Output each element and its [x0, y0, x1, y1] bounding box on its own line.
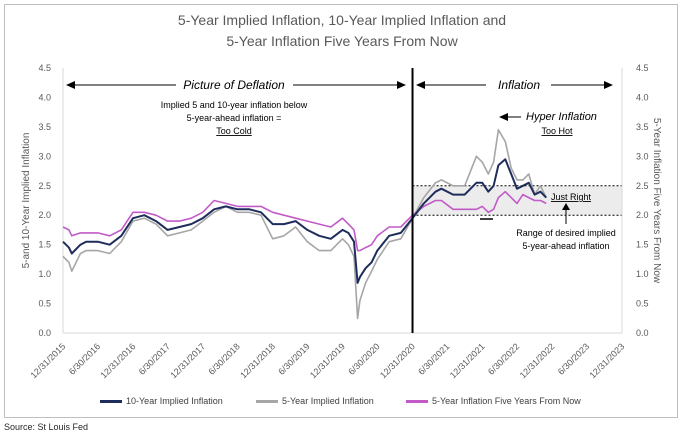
deflation-note-line2: 5-year-ahead inflation = — [187, 113, 282, 123]
x-tick-label: 6/30/2018 — [206, 341, 241, 376]
x-tick-label: 6/30/2021 — [416, 341, 451, 376]
legend-label-fwd: 5-Year Inflation Five Years From Now — [432, 396, 581, 406]
x-tick-label: 6/30/2020 — [346, 341, 381, 376]
range-arrowhead — [562, 203, 570, 210]
y-axis-title-right: 5-Year Inflation Five Years From Now — [651, 118, 662, 284]
series-line-0 — [62, 158, 547, 284]
range-note-line1: Range of desired implied — [516, 228, 616, 238]
source-note: Source: St Louis Fed — [4, 422, 89, 432]
y-tick-label-left: 3.0 — [38, 151, 51, 161]
series-line-2 — [62, 190, 547, 252]
legend-swatch-5yr — [256, 399, 278, 403]
legend-label-10yr: 10-Year Implied Inflation — [126, 396, 223, 406]
y-tick-label-left: 2.0 — [38, 210, 51, 220]
x-tick-label: 6/30/2023 — [556, 341, 591, 376]
y-tick-label-right: 3.5 — [636, 122, 649, 132]
x-tick-label: 12/31/2018 — [238, 341, 277, 380]
chart-legend: 10-Year Implied Inflation 5-Year Implied… — [0, 396, 684, 410]
range-note-line2: 5-year-ahead inflation — [522, 241, 609, 251]
y-tick-label-right: 0.0 — [636, 328, 649, 338]
y-tick-label-right: 1.0 — [636, 269, 649, 279]
x-tick-label: 12/31/2019 — [308, 341, 347, 380]
y-tick-label-left: 0.5 — [38, 299, 51, 309]
inflation-arrowhead-left — [416, 81, 425, 89]
x-tick-label: 6/30/2017 — [137, 341, 172, 376]
x-tick-label: 6/30/2016 — [67, 341, 102, 376]
hyper-arrowhead — [499, 113, 508, 121]
legend-swatch-fwd — [406, 399, 428, 403]
y-tick-label-left: 0.0 — [38, 328, 51, 338]
x-tick-label: 12/31/2017 — [168, 341, 207, 380]
legend-item-fwd: 5-Year Inflation Five Years From Now — [406, 396, 581, 406]
y-tick-label-left: 4.5 — [38, 63, 51, 73]
y-tick-label-right: 2.5 — [636, 181, 649, 191]
legend-item-5yr: 5-Year Implied Inflation — [256, 396, 374, 406]
too-cold-label: Too Cold — [216, 126, 252, 136]
y-tick-label-left: 3.5 — [38, 122, 51, 132]
chart-frame — [4, 4, 678, 418]
x-tick-label: 12/31/2023 — [587, 341, 626, 380]
y-tick-label-right: 0.5 — [636, 299, 649, 309]
y-tick-label-right: 4.5 — [636, 63, 649, 73]
chart-title: 5-Year Implied Inflation, 10-Year Implie… — [0, 10, 684, 52]
deflation-note-line1: Implied 5 and 10-year inflation below — [161, 100, 308, 110]
x-tick-label: 6/30/2019 — [276, 341, 311, 376]
just-right-label: Just Right — [551, 192, 592, 202]
inflation-arrowhead-right — [604, 81, 613, 89]
legend-item-10yr: 10-Year Implied Inflation — [100, 396, 223, 406]
deflation-arrowhead-right — [397, 81, 406, 89]
chart-title-line1: 5-Year Implied Inflation, 10-Year Implie… — [177, 12, 507, 28]
y-tick-label-right: 2.0 — [636, 210, 649, 220]
legend-swatch-10yr — [100, 399, 122, 403]
x-tick-label: 12/31/2016 — [99, 341, 138, 380]
series-line-1 — [62, 129, 547, 320]
deflation-label: Picture of Deflation — [183, 78, 285, 92]
hyper-inflation-label: Hyper Inflation — [526, 111, 597, 123]
inflation-label: Inflation — [498, 78, 540, 92]
x-tick-label: 12/31/2021 — [448, 341, 487, 380]
x-tick-label: 12/31/2015 — [28, 341, 67, 380]
too-hot-label: Too Hot — [541, 126, 573, 136]
y-tick-label-right: 1.5 — [636, 240, 649, 250]
y-axis-title-left: 5-and 10-Year Implied Inflation — [21, 133, 32, 269]
y-tick-label-right: 4.0 — [636, 92, 649, 102]
y-tick-label-right: 3.0 — [636, 151, 649, 161]
x-tick-label: 12/31/2020 — [378, 341, 417, 380]
legend-label-5yr: 5-Year Implied Inflation — [282, 396, 374, 406]
y-tick-label-left: 1.0 — [38, 269, 51, 279]
y-tick-label-left: 4.0 — [38, 92, 51, 102]
deflation-arrowhead-left — [66, 81, 75, 89]
y-tick-label-left: 2.5 — [38, 181, 51, 191]
x-tick-label: 12/31/2022 — [518, 341, 557, 380]
x-tick-label: 6/30/2022 — [486, 341, 521, 376]
chart-title-line2: 5-Year Inflation Five Years From Now — [226, 33, 458, 49]
y-tick-label-left: 1.5 — [38, 240, 51, 250]
